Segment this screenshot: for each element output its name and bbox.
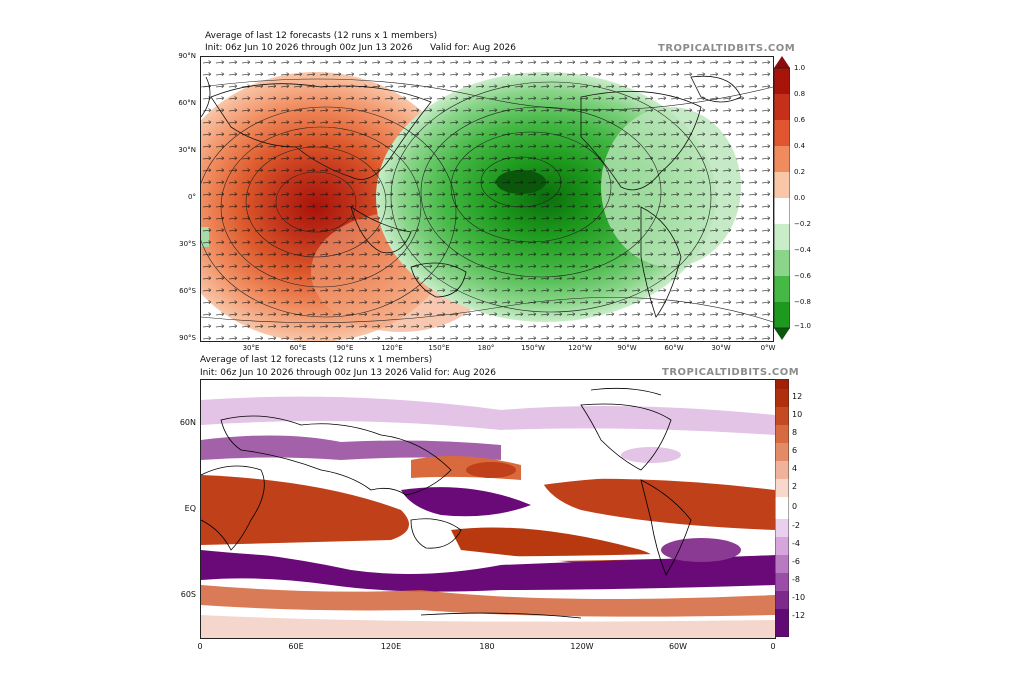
band-tropic-orange [201, 475, 409, 545]
top-colorbar-label: −0.4 [794, 246, 811, 254]
top-lon-label: 30°E [242, 344, 260, 352]
band-far-south-pink [201, 615, 775, 638]
bottom-lat-label: EQ [184, 504, 196, 513]
top-lon-label: 0°W [760, 344, 776, 352]
bottom-lat-label: 60N [179, 418, 196, 427]
band-south-white [201, 545, 775, 562]
top-lat-label: 30°N [178, 146, 196, 154]
band-north-purple-light [201, 396, 775, 435]
top-valid: Valid for: Aug 2026 [430, 43, 516, 53]
anomaly-spot [621, 447, 681, 463]
bottom-title: Average of last 12 forecasts (12 runs x … [200, 355, 433, 365]
top-lon-label: 90°W [617, 344, 637, 352]
top-lat-label: 60°N [178, 99, 196, 107]
top-lon-label: 120°E [381, 344, 403, 352]
bottom-lon-label: 180 [479, 642, 495, 651]
band-tropic-white [381, 469, 775, 492]
top-colorbar-label: −0.2 [794, 220, 811, 228]
top-map [200, 56, 774, 342]
top-colorbar-label: −1.0 [794, 322, 811, 330]
anomaly-spot [661, 538, 741, 562]
top-colorbar-label: 0.6 [794, 116, 806, 124]
top-colorbar-label: 1.0 [794, 64, 806, 72]
bottom-colorbar-label: 0 [792, 502, 798, 511]
bottom-map [200, 379, 776, 639]
top-colorbar-label: −0.8 [794, 298, 811, 306]
band-tropic-purple [401, 487, 531, 517]
band-south-purple [201, 548, 775, 592]
bottom-colorbar-label: 2 [792, 482, 798, 491]
top-init: Init: 06z Jun 10 2026 through 00z Jun 13… [205, 43, 413, 53]
bottom-colorbar-label: -2 [792, 521, 800, 530]
coastlines [201, 387, 692, 619]
top-colorbar-label: 0.8 [794, 90, 806, 98]
coastlines [201, 75, 742, 318]
top-lat-label: 0° [188, 193, 196, 201]
top-colorbar-label: 0.0 [794, 194, 806, 202]
bottom-lon-label: 120E [380, 642, 402, 651]
top-lon-label: 60°W [664, 344, 684, 352]
top-colorbar [774, 56, 790, 340]
bottom-lon-label: 60W [668, 642, 688, 651]
bottom-lon-label: 120W [570, 642, 594, 651]
bottom-colorbar-label: 6 [792, 446, 798, 455]
top-lon-label: 120°W [568, 344, 592, 352]
bottom-colorbar-label: -8 [792, 575, 800, 584]
anomaly-spot [466, 462, 516, 478]
top-colorbar-label: 0.4 [794, 142, 806, 150]
bottom-map-svg [201, 387, 775, 638]
top-lat-label: 30°S [179, 240, 196, 248]
bottom-colorbar-label: -12 [792, 611, 806, 620]
bottom-colorbar-label: -6 [792, 557, 800, 566]
top-lon-label: 60°E [289, 344, 307, 352]
top-lon-label: 150°W [521, 344, 545, 352]
bottom-colorbar-label: 12 [792, 392, 803, 401]
band-tropic-orange-east [541, 478, 775, 530]
bottom-lat-label: 60S [180, 590, 196, 599]
top-colorbar-label: 0.2 [794, 168, 806, 176]
bottom-colorbar-label: 8 [792, 428, 798, 437]
top-lon-label: 30°W [711, 344, 731, 352]
bottom-brand: TROPICALTIDBITS.COM [662, 367, 800, 378]
top-map-svg [201, 57, 773, 341]
top-lon-label: 150°E [428, 344, 450, 352]
bottom-colorbar-label: -4 [792, 539, 800, 548]
bottom-colorbar-label: 4 [792, 464, 798, 473]
bottom-lon-label: 0 [770, 642, 776, 651]
top-lon-label: 180° [477, 344, 495, 352]
band-north-purple [201, 435, 501, 460]
wind-vectors [201, 57, 773, 341]
bottom-lon-label: 60E [288, 642, 304, 651]
bottom-colorbar [775, 379, 789, 637]
top-colorbar-label: −0.6 [794, 272, 811, 280]
top-lat-label: 90°N [178, 52, 196, 60]
bottom-colorbar-label: 10 [792, 410, 803, 419]
bottom-lon-label: 0 [197, 642, 203, 651]
bottom-colorbar-label: -10 [792, 593, 806, 602]
bottom-valid: Valid for: Aug 2026 [410, 368, 496, 378]
top-title: Average of last 12 forecasts (12 runs x … [205, 31, 438, 41]
top-brand: TROPICALTIDBITS.COM [658, 43, 796, 54]
top-lat-label: 90°S [179, 334, 196, 342]
bottom-init: Init: 06z Jun 10 2026 through 00z Jun 13… [200, 368, 408, 378]
band-south-orange [201, 585, 775, 617]
top-lat-label: 60°S [179, 287, 196, 295]
top-lon-label: 90°E [336, 344, 354, 352]
